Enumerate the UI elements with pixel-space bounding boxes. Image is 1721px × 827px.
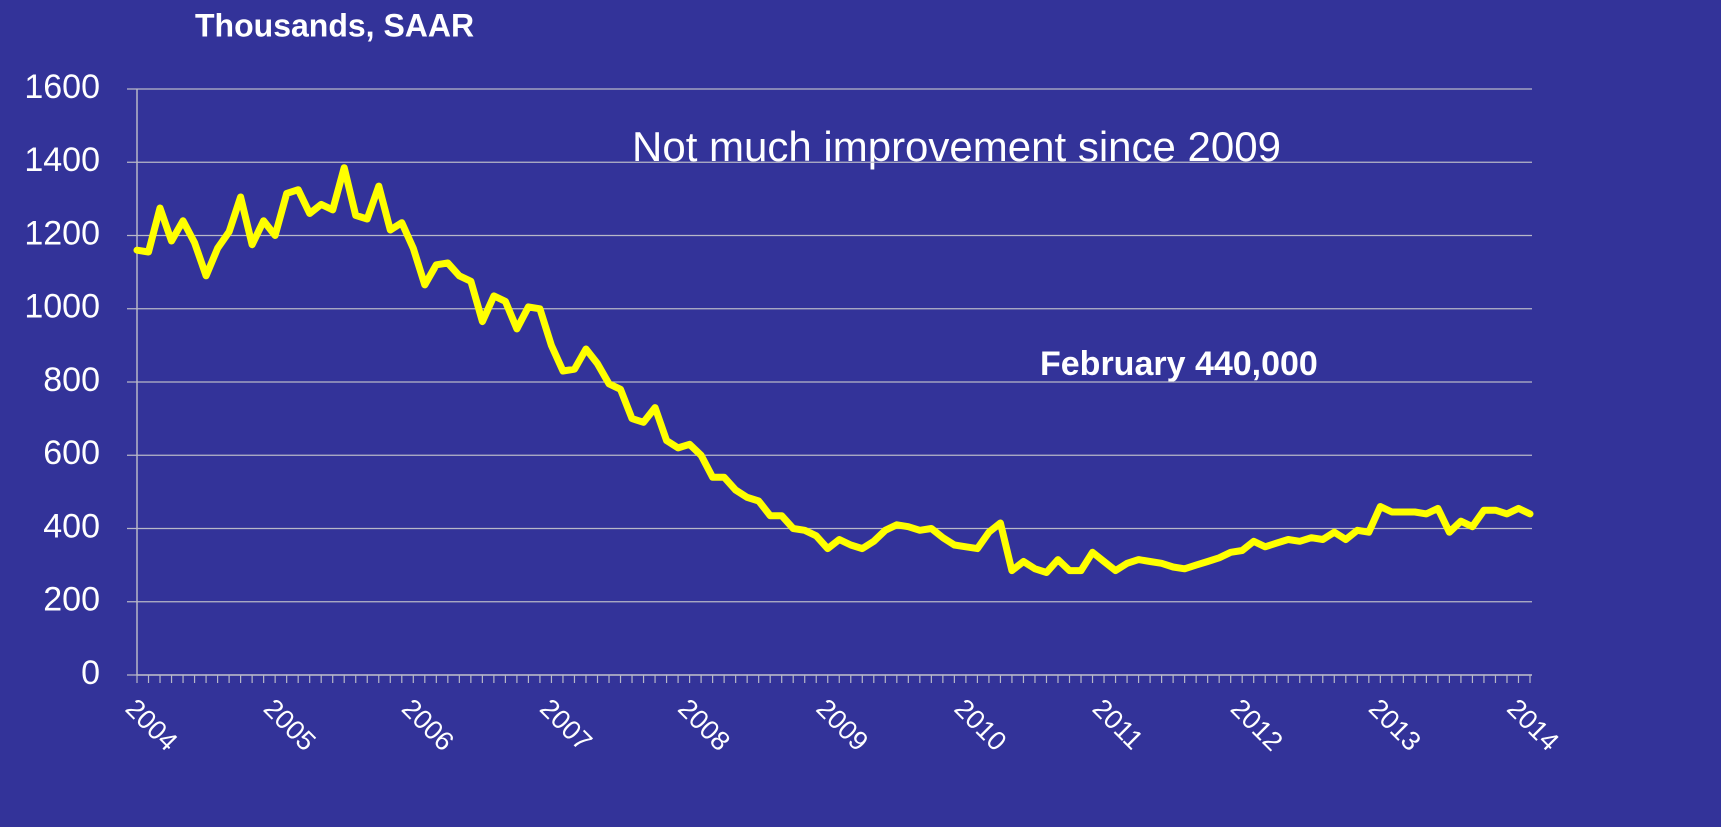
y-tick-label: 800 [43,361,100,399]
y-tick-label: 1600 [24,68,100,106]
data-line [133,164,1534,576]
y-tick-label: 200 [43,581,100,619]
y-tick-label: 400 [43,507,100,545]
annotation: February 440,000 [1040,345,1318,383]
y-tick-label: 1200 [24,214,100,252]
y-tick-label: 1000 [24,288,100,326]
annotation: Not much improvement since 2009 [632,123,1281,170]
y-tick-label: 0 [81,654,100,692]
y-tick-label: 1400 [24,141,100,179]
y-tick-label: 600 [43,434,100,472]
chart-title: Thousands, SAAR [195,7,474,43]
